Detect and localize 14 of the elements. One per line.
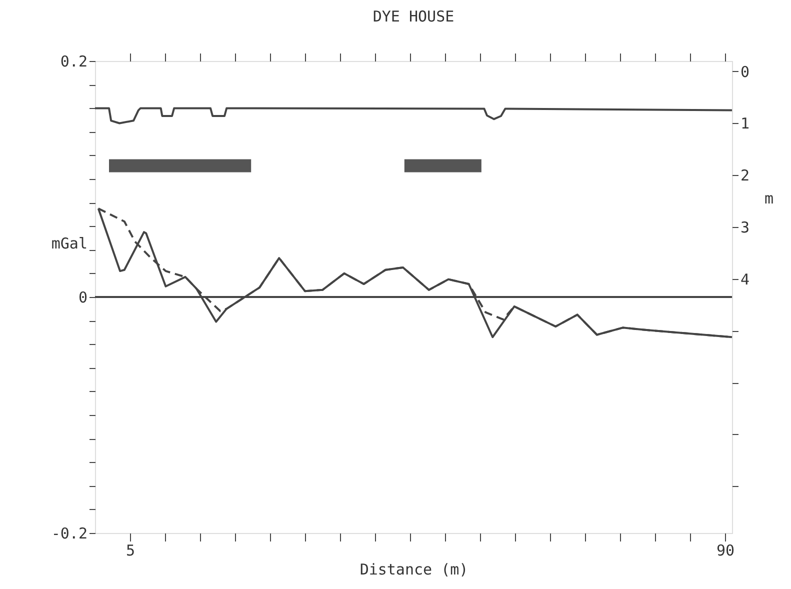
- x-tick-label: 90: [716, 542, 735, 560]
- y2-tick-label: 0: [740, 62, 750, 81]
- y-tick-label: -0.2: [51, 524, 88, 542]
- y-tick-label: 0: [78, 288, 88, 306]
- chart-title: DYE HOUSE: [372, 8, 454, 26]
- y-axis-title: mGal: [51, 234, 88, 252]
- y2-tick-label: 1: [740, 114, 750, 133]
- y2-tick-label: 2: [740, 166, 750, 185]
- y2-tick-label: 4: [740, 270, 750, 288]
- y-tick-label: 0.2: [60, 52, 88, 70]
- y2-axis-title: m: [764, 190, 774, 208]
- x-tick-label: 5: [126, 542, 136, 560]
- y2-tick-label: 3: [740, 218, 750, 236]
- x-axis-title: Distance (m): [360, 560, 468, 578]
